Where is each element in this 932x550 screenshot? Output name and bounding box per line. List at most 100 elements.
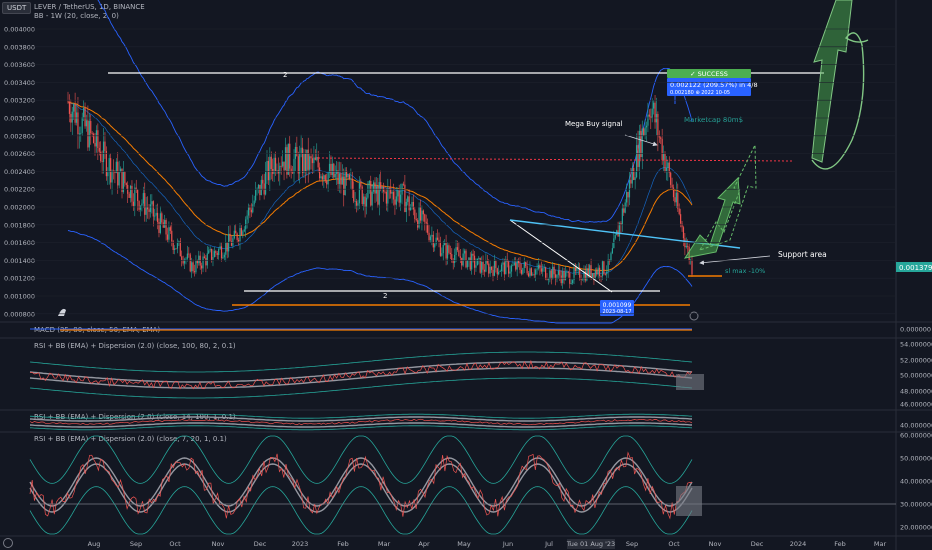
projection-arrow-1[interactable] [683, 176, 741, 259]
candle-body [377, 186, 379, 205]
rsi1-highlight-box[interactable] [676, 374, 704, 390]
candle-body [415, 218, 417, 221]
candle-body [151, 201, 153, 205]
candle-body [462, 253, 464, 266]
candle-body [553, 266, 555, 275]
candle-body [567, 272, 569, 273]
candle-body [370, 180, 372, 206]
trend-line-down[interactable] [509, 219, 613, 293]
candle-body [402, 183, 405, 185]
candle-body [353, 189, 355, 202]
projection-curve[interactable] [811, 32, 869, 170]
candle-body [142, 193, 144, 204]
rsi2-pane-label[interactable]: RSI + BB (EMA) + Dispersion (2.0) (close… [34, 413, 236, 421]
sub-axis-label: 54.000000 [900, 341, 932, 349]
support-arrow[interactable] [699, 255, 771, 265]
candle-body [259, 184, 261, 196]
candle-body [638, 130, 641, 167]
rsi2-inner-band [29, 422, 693, 428]
settings-icon[interactable] [3, 538, 13, 548]
candle-body [282, 161, 284, 167]
replay-icon[interactable] [689, 311, 699, 321]
candle-body [502, 262, 504, 265]
mega-buy-arrow[interactable] [624, 134, 658, 147]
candle-body [357, 203, 359, 206]
candle-body [139, 205, 142, 210]
sub-axis-label: 48.000000 [900, 388, 932, 396]
candle-body [606, 271, 608, 275]
candle-body [189, 254, 191, 272]
candle-body [641, 128, 643, 157]
candle-body [233, 230, 235, 239]
candle-body [434, 244, 436, 248]
rsi3-pane-label[interactable]: RSI + BB (EMA) + Dispersion (2.0) (close… [34, 435, 227, 443]
time-tick-label: Jul [544, 540, 553, 548]
candle-body [557, 270, 559, 275]
candle-body [533, 274, 535, 276]
price-tick-label: 0.001600 [4, 239, 35, 247]
candle-body [300, 147, 302, 154]
candle-body [566, 272, 568, 273]
candle-body [134, 187, 136, 206]
candle-body [604, 273, 606, 275]
candle-body [333, 163, 335, 178]
candle-body [87, 120, 89, 148]
projection-arrow-big[interactable] [811, 0, 853, 163]
symbol-badge[interactable]: USDT [2, 2, 32, 14]
rsi3-line [29, 451, 693, 520]
candle-body [579, 267, 581, 280]
rsi1-line [29, 359, 693, 390]
candle-body [560, 275, 562, 284]
success-badge[interactable] [667, 69, 751, 78]
projection-arrow-2[interactable] [698, 144, 757, 251]
price-tick-label: 0.002800 [4, 132, 35, 140]
candle-body [230, 241, 233, 246]
candle-body [455, 247, 457, 256]
candle-body [546, 278, 548, 280]
candle-body [465, 250, 467, 268]
candle-body [172, 241, 174, 251]
candle-body [296, 146, 298, 157]
candle-body [250, 209, 252, 213]
candle-body [590, 265, 592, 278]
price-tick-label: 0.001800 [4, 221, 35, 229]
sub-axis-label: 60.000000 [900, 432, 932, 440]
candle-body [677, 192, 679, 209]
rsi3-outer-band [29, 435, 693, 484]
candle-body [100, 151, 102, 161]
candle-body [661, 138, 663, 161]
candle-body [373, 182, 375, 192]
candle-body [168, 227, 170, 240]
rsi3-highlight-box[interactable] [676, 486, 702, 516]
candle-body [563, 271, 565, 281]
candle-body [583, 271, 585, 280]
price-tick-label: 0.001000 [4, 293, 35, 301]
bb-indicator-label[interactable]: BB - 1W (20, close, 2, 0) [34, 12, 119, 20]
red-dotted-resistance[interactable] [317, 157, 793, 162]
candle-body [208, 250, 210, 254]
candle-body [98, 148, 100, 152]
candle-body [544, 267, 547, 279]
low-price-box[interactable] [600, 300, 634, 316]
candle-body [95, 130, 98, 147]
candle-body [387, 188, 389, 204]
candle-body [645, 125, 648, 128]
candle-body [584, 271, 586, 281]
candle-body [299, 153, 301, 174]
candle-body [664, 153, 666, 172]
time-tick-label: Mar [378, 540, 391, 548]
candle-body [670, 172, 672, 185]
rsi1-pane-label[interactable]: RSI + BB (EMA) + Dispersion (2.0) (close… [34, 342, 236, 350]
candle-body [570, 283, 572, 285]
candle-body [525, 262, 527, 267]
rsi3-inner-band [29, 457, 693, 507]
candle-body [121, 168, 123, 193]
candle-body [660, 137, 662, 139]
candle-body [442, 244, 444, 254]
candle-body [183, 259, 186, 264]
candle-body [530, 268, 532, 276]
current-price-tag[interactable] [896, 262, 932, 272]
candle-body [490, 266, 493, 270]
candle-body [587, 268, 589, 277]
